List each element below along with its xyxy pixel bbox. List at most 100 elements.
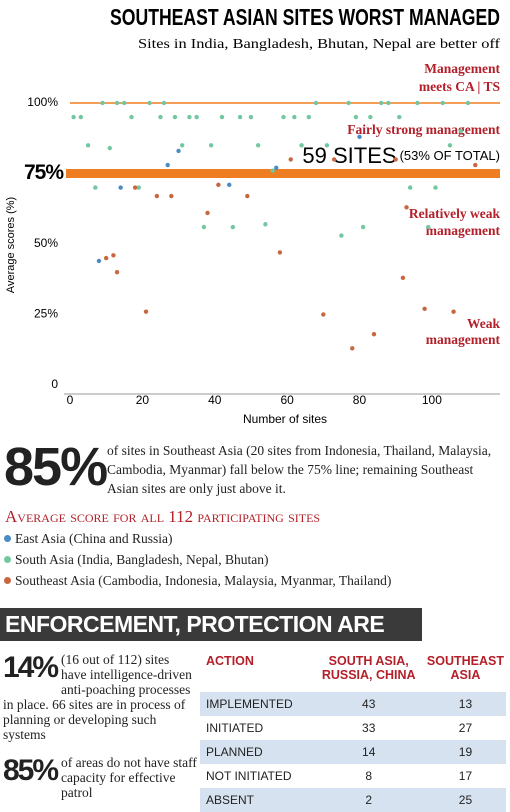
y-tick-label: 75% <box>24 161 64 184</box>
point <box>368 114 373 120</box>
table-cell: 27 <box>458 721 473 735</box>
column-header: SOUTHEAST ASIA <box>426 654 504 682</box>
point <box>339 233 344 238</box>
table-row: IMPLEMENTED 43 13 <box>200 692 506 716</box>
point <box>227 182 232 187</box>
legend-label: East Asia (China and Russia) <box>15 530 173 546</box>
y-tick-label: 0 <box>51 377 58 391</box>
legend-swatch <box>4 556 11 563</box>
point <box>245 193 250 199</box>
point <box>306 114 312 120</box>
point <box>447 143 453 148</box>
point <box>321 312 326 317</box>
point <box>114 100 120 106</box>
table-cell: 13 <box>424 692 506 716</box>
point <box>169 193 174 199</box>
table-row: ABSENT 2 25 <box>200 788 506 812</box>
y-axis-label: Average scores (%) <box>5 197 17 293</box>
x-tick-label: 20 <box>136 393 150 407</box>
table-row: PLANNED 14 19 <box>200 740 506 764</box>
summary-figure: 85% <box>4 437 108 497</box>
point <box>353 114 359 120</box>
point <box>397 114 402 120</box>
table: ACTION SOUTH ASIA, RUSSIA, CHINA SOUTHEAST… <box>200 650 506 812</box>
section-heading: ENFORCEMENT, PROTECTION ARE INADEQUATE <box>5 611 385 670</box>
legend-item: Southeast Asia (Cambodia, Indonesia, Mal… <box>4 570 391 591</box>
highlight-count: 59 SITES <box>302 143 396 168</box>
stat-block: 14% (16 out of 112) sites have intellige… <box>3 652 198 743</box>
table-row: INITIATED 33 27 <box>200 716 506 740</box>
annotation: Fairly strong management <box>347 122 500 137</box>
point <box>154 193 160 199</box>
annotation: Weak <box>467 316 500 331</box>
point <box>404 205 409 210</box>
summary-text: of sites in Southeast Asia (20 sites fro… <box>107 443 492 496</box>
y-tick-label: 100% <box>27 95 58 109</box>
point <box>274 165 279 171</box>
stat-figure: 85% <box>3 754 59 787</box>
stat-text: of areas do not have staff capacity for … <box>61 755 197 800</box>
y-tick-label: 50% <box>34 236 58 250</box>
table-header: ACTION SOUTH ASIA, RUSSIA, CHINA SOUTHEAST… <box>200 650 506 692</box>
point <box>350 346 355 351</box>
point <box>360 224 366 230</box>
point <box>433 185 438 190</box>
point <box>85 143 91 148</box>
point <box>371 332 377 337</box>
point <box>158 114 163 120</box>
legend-label: South Asia (India, Bangladesh, Nepal, Bh… <box>15 551 269 567</box>
legend-label: Southeast Asia (Cambodia, Indonesia, Mal… <box>15 572 392 588</box>
table-cell: 25 <box>424 788 506 812</box>
point <box>237 114 243 120</box>
subtitle: Sites in India, Bangladesh, Bhutan, Nepa… <box>138 37 500 52</box>
annotation: management <box>426 332 501 347</box>
table-cell: 2 <box>312 788 425 812</box>
point <box>122 100 127 106</box>
x-tick-label: 0 <box>67 393 74 407</box>
point <box>473 162 478 168</box>
table-cell: 33 <box>362 721 376 735</box>
section-bar: ENFORCEMENT, PROTECTION ARE INADEQUATE <box>0 608 422 670</box>
table-cell: 17 <box>458 769 473 783</box>
point <box>400 275 406 281</box>
point <box>357 134 362 140</box>
point <box>179 143 185 148</box>
table-cell: ABSENT <box>200 788 313 812</box>
point <box>161 100 167 106</box>
point <box>219 114 225 120</box>
annotation: Relatively weak <box>409 206 501 221</box>
point <box>216 182 221 187</box>
point <box>277 250 283 255</box>
annotation: Management <box>424 61 500 76</box>
table-row: NOT INITIATED 8 17 <box>200 764 506 788</box>
legend-title: Average score for all 112 participating … <box>5 507 321 526</box>
point <box>292 114 297 120</box>
point <box>451 309 456 314</box>
point <box>165 162 170 168</box>
table-cell: INITIATED <box>206 721 264 735</box>
chart: SOUTHEAST ASIAN SITES WORST MANAGED Site… <box>5 4 501 426</box>
point <box>458 129 464 134</box>
legend-swatch <box>4 535 11 542</box>
point <box>187 114 192 120</box>
point <box>465 100 471 106</box>
point <box>324 143 330 148</box>
point <box>136 185 141 190</box>
point <box>386 100 391 106</box>
point <box>100 100 105 106</box>
table-cell: 8 <box>365 769 373 783</box>
point <box>118 185 123 190</box>
point <box>129 114 134 120</box>
point <box>230 224 236 230</box>
table-cell: NOT INITIATED <box>206 769 292 783</box>
point <box>147 100 152 106</box>
x-tick-label: 60 <box>280 393 294 407</box>
y-tick-label: 25% <box>34 307 58 321</box>
x-tick-label: 80 <box>353 393 367 407</box>
point <box>201 224 207 230</box>
point <box>270 168 275 173</box>
title: SOUTHEAST ASIAN SITES WORST MANAGED <box>110 4 500 30</box>
point <box>288 157 293 162</box>
point <box>255 143 261 148</box>
